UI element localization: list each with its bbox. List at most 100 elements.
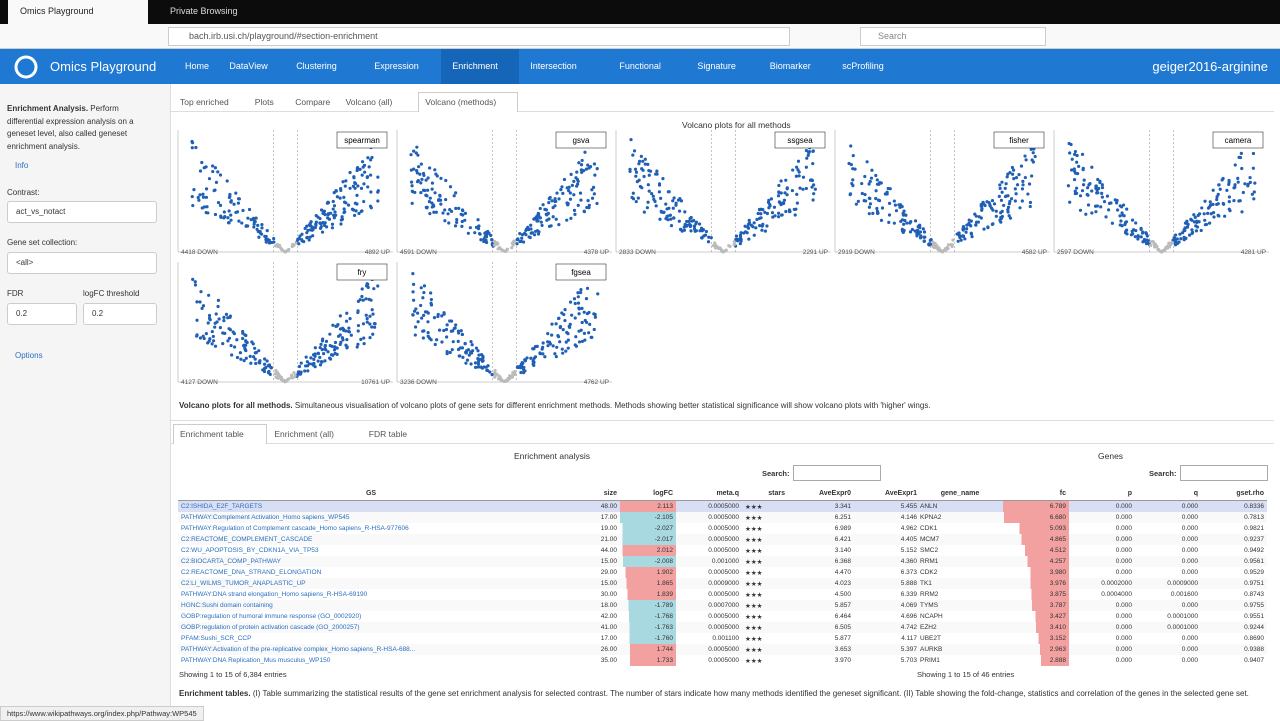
point: [868, 202, 873, 206]
point: [477, 353, 481, 357]
nav-item[interactable]: Clustering: [296, 61, 337, 71]
point: [326, 216, 330, 220]
tab-title[interactable]: Private Browsing: [170, 6, 238, 16]
nav-item[interactable]: DataView: [229, 61, 268, 71]
row[interactable]: PATHWAY:Activation of the pre-replicativ…: [178, 644, 920, 655]
point: [469, 362, 473, 366]
column-header[interactable]: GS: [178, 486, 564, 501]
search-input[interactable]: [793, 465, 881, 481]
point: [302, 239, 306, 244]
point: [229, 200, 233, 204]
row[interactable]: PRIM1 2.888 0.000 0.000 0.9407: [917, 655, 1267, 666]
column-header[interactable]: q: [1135, 486, 1201, 501]
row[interactable]: HGNC:Sushi domain containing 18.00 -1.789 0…: [178, 600, 920, 611]
search-box[interactable]: [860, 27, 1046, 46]
column-header[interactable]: p: [1069, 486, 1135, 501]
cell: 6.505: [834, 624, 851, 631]
point: [584, 167, 589, 171]
nav-item[interactable]: Enrichment: [452, 61, 498, 71]
point: [326, 213, 330, 217]
point: [755, 217, 759, 222]
point: [1186, 222, 1190, 227]
logfc-select[interactable]: 0.2: [83, 303, 157, 325]
row[interactable]: AURKB 2.963 0.000 0.000 0.9388: [917, 644, 1267, 655]
row[interactable]: RRM2 3.875 0.0004000 0.001600 0.8743: [917, 589, 1267, 600]
column-header[interactable]: meta.q: [676, 486, 742, 501]
nav-item[interactable]: Intersection: [530, 61, 577, 71]
row[interactable]: EZH2 3.410 0.000 0.0001000 0.9244: [917, 622, 1267, 633]
fdr-select[interactable]: 0.2: [7, 303, 77, 325]
row[interactable]: GOBP:regulation of protein activation ca…: [178, 622, 920, 633]
point: [497, 376, 502, 380]
row[interactable]: C2:ISHIDA_E2F_TARGETS 48.00 2.113 0.0005000…: [178, 500, 920, 512]
column-header[interactable]: gset.rho: [1201, 486, 1267, 501]
options-link[interactable]: Options: [15, 351, 43, 360]
point: [444, 197, 448, 202]
nav-item[interactable]: Expression: [374, 61, 419, 71]
point: [1073, 189, 1077, 193]
point: [988, 204, 992, 208]
nav-item[interactable]: Signature: [697, 61, 736, 71]
point: [572, 297, 577, 301]
nav-item[interactable]: Biomarker: [769, 61, 811, 71]
point: [856, 199, 860, 203]
point: [413, 325, 418, 329]
contrast-select[interactable]: act_vs_notact: [7, 201, 157, 223]
cell: 4.500: [834, 591, 851, 598]
info-link[interactable]: Info: [15, 161, 29, 170]
url-bar[interactable]: [168, 27, 790, 46]
nav-item[interactable]: Functional: [619, 61, 661, 71]
column-header[interactable]: size: [564, 486, 620, 501]
point: [467, 353, 471, 357]
row[interactable]: PATHWAY:DNA strand elongation_Homo sapie…: [178, 589, 920, 600]
row[interactable]: PATHWAY:Complement Activation_Homo sapie…: [178, 512, 920, 523]
column-header[interactable]: fc: [1003, 486, 1069, 501]
point: [1215, 195, 1219, 199]
column-header[interactable]: AveExpr1: [854, 486, 920, 501]
row[interactable]: RRM1 4.257 0.000 0.000 0.9561: [917, 556, 1267, 567]
column-header[interactable]: gene_name: [917, 486, 1003, 501]
tab[interactable]: [418, 92, 518, 112]
search-input[interactable]: [1180, 465, 1268, 481]
collection-select[interactable]: <all>: [7, 252, 157, 274]
point: [356, 323, 361, 328]
row[interactable]: PATHWAY:DNA Replication_Mus musculus_WP1…: [178, 655, 920, 666]
row[interactable]: C2:BIOCARTA_COMP_PATHWAY 15.00 -2.008 0.001…: [178, 556, 920, 567]
row[interactable]: UBE2T 3.152 0.000 0.000 0.8690: [917, 633, 1267, 644]
row[interactable]: SMC2 4.512 0.000 0.000 0.9492: [917, 545, 1267, 556]
point: [1077, 164, 1081, 168]
row[interactable]: C2:REACTOME_COMPLEMENT_CASCADE 21.00 -2.01…: [178, 534, 920, 545]
row[interactable]: PFAM:Sushi_SCR_CCP 17.00 -1.760 0.001100 ★★★…: [178, 633, 920, 644]
row[interactable]: TYMS 3.787 0.000 0.000 0.9755: [917, 600, 1267, 611]
nav-item[interactable]: Home: [185, 61, 210, 71]
caption: Enrichment tables. (I) Table summarizing…: [179, 688, 1269, 706]
tab[interactable]: [173, 424, 268, 444]
row[interactable]: MCM7 4.865 0.000 0.000 0.9237: [917, 534, 1267, 545]
point: [557, 223, 561, 227]
nav-item[interactable]: scProfiling: [842, 61, 884, 71]
row[interactable]: ANLN 6.789 0.000 0.000 0.8336: [917, 500, 1267, 512]
point: [364, 313, 368, 317]
row[interactable]: CDK1 5.093 0.000 0.000 0.9821: [917, 523, 1267, 534]
row[interactable]: TK1 3.976 0.0002000 0.0009000 0.9751: [917, 578, 1267, 589]
column-header[interactable]: logFC: [620, 486, 676, 501]
row[interactable]: KPNA2 6.680 0.000 0.000 0.7813: [917, 512, 1267, 523]
row[interactable]: C2:REACTOME_DNA_STRAND_ELONGATION 29.00 1.…: [178, 567, 920, 578]
point: [642, 210, 646, 214]
row[interactable]: CDK2 3.980 0.000 0.000 0.9529: [917, 567, 1267, 578]
point: [871, 211, 875, 215]
tab[interactable]: [8, 0, 148, 24]
row[interactable]: C2:WU_APOPTOSIS_BY_CDKN1A_VIA_TP53 44.00 2…: [178, 545, 920, 556]
column-header[interactable]: stars: [742, 486, 788, 501]
cell: 0.9755: [1244, 602, 1264, 609]
row[interactable]: NCAPH 3.427 0.000 0.0001000 0.9551: [917, 611, 1267, 622]
cell: PFAM:Sushi_SCR_CCP: [181, 635, 252, 642]
row[interactable]: GOBP:regulation of humoral immune respon…: [178, 611, 920, 622]
column-header[interactable]: AveExpr0: [788, 486, 854, 501]
point: [946, 243, 951, 247]
point: [568, 197, 573, 201]
point: [339, 188, 343, 193]
row[interactable]: C2:LI_WILMS_TUMOR_ANAPLASTIC_UP 15.00 1.86…: [178, 578, 920, 589]
brand[interactable]: Omics Playground: [50, 59, 157, 74]
row[interactable]: PATHWAY:Regulation of Complement cascade…: [178, 523, 920, 534]
